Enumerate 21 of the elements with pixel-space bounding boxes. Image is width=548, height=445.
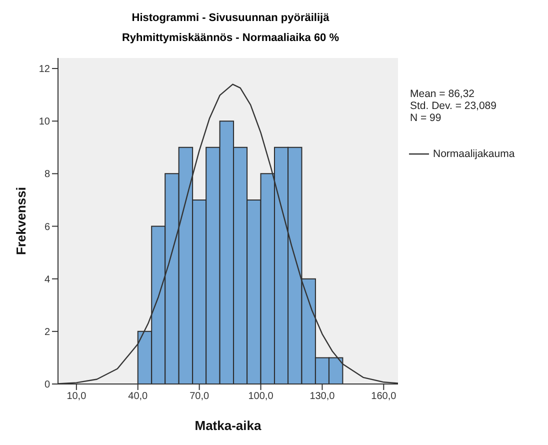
y-tick-label: 6 [44,222,50,233]
y-tick-label: 8 [44,169,50,180]
x-tick-label: 160,0 [371,391,397,402]
text: N = 99 [410,112,442,124]
legend-label: Normaalijakauma [433,148,515,160]
x-tick-label: 100,0 [248,391,274,402]
x-tick-label: 130,0 [310,391,336,402]
y-tick-label: 0 [44,380,50,391]
y-tick-label: 4 [44,274,50,286]
y-tick-label: 2 [44,326,50,338]
x-tick-label: 40,0 [128,391,148,402]
x-tick-label: 10,0 [66,391,87,402]
x-tick-label: 70,0 [190,391,210,402]
x-axis-title: Matka-aika [194,418,262,433]
y-axis-title: Frekvenssi [14,187,29,255]
text: Std. Dev. = 23,089 [410,100,496,112]
y-tick-label: 12 [38,64,50,76]
chart-subtitle: Ryhmittymiskäännös - Normaaliaika 60 % [120,32,340,44]
y-tick-label: 10 [38,116,50,128]
chart-title: Histogrammi - Sivusuunnan pyöräilijä [130,12,330,24]
text: Mean = 86,32 [410,88,476,100]
